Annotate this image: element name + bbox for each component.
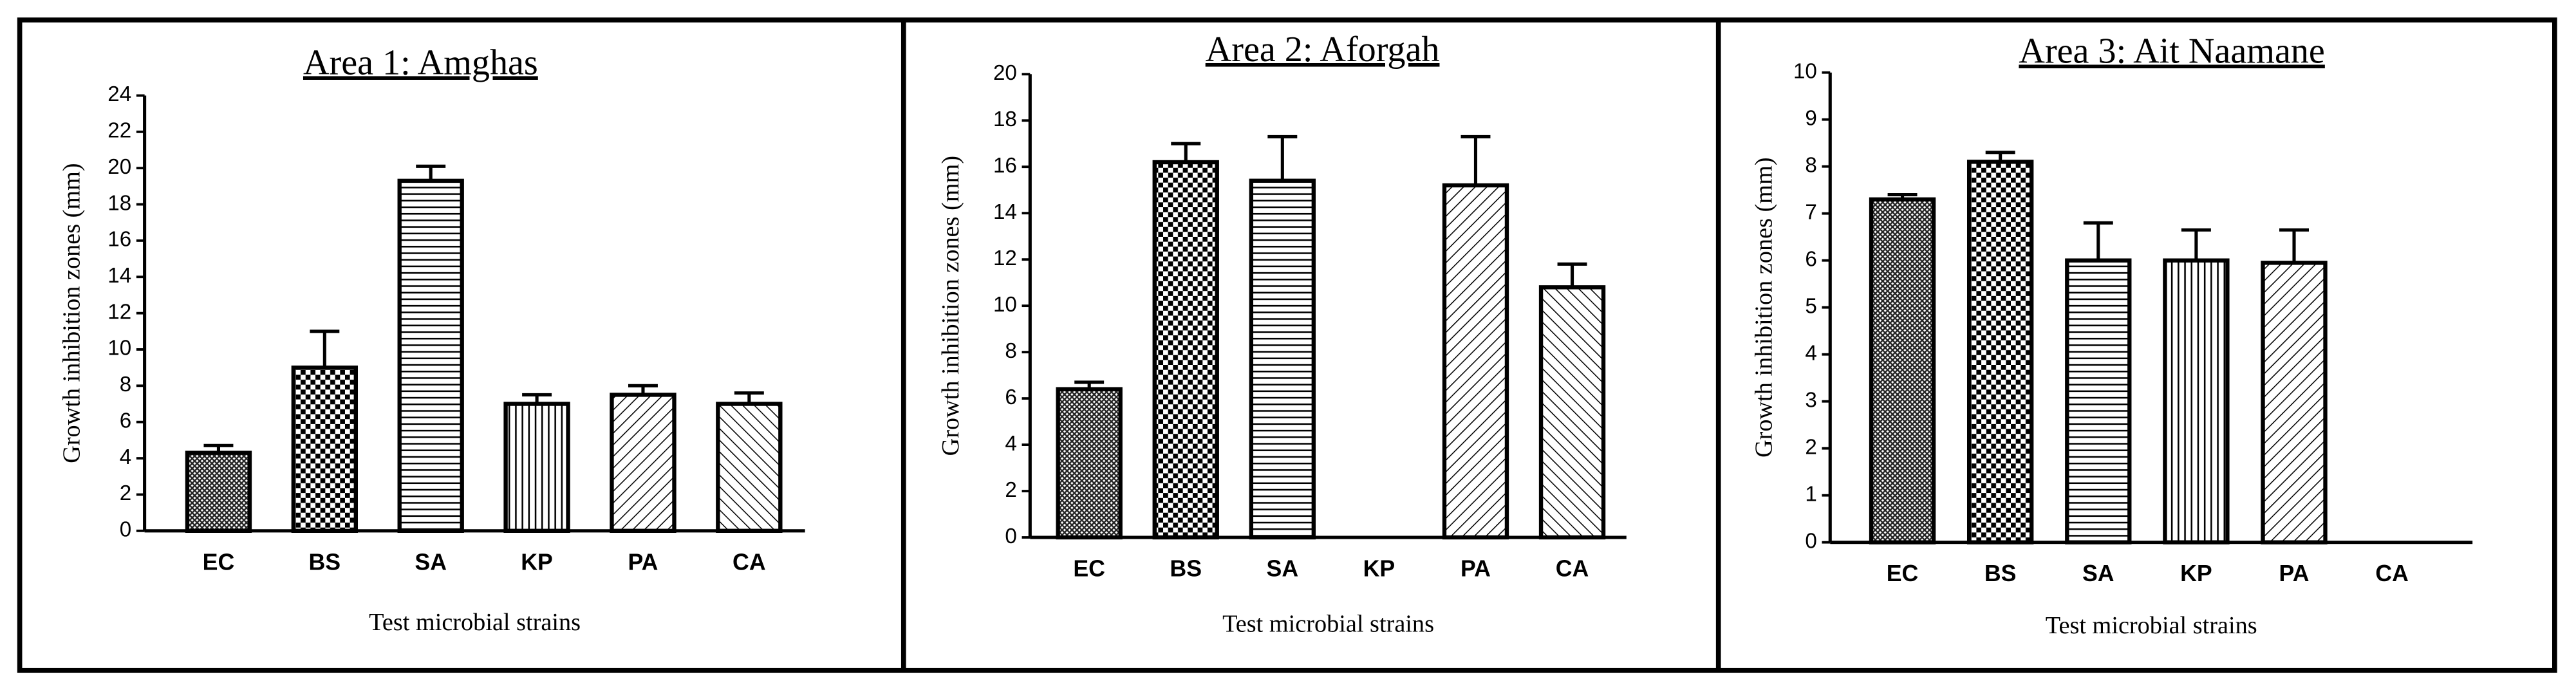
x-tick-label: KP: [521, 549, 553, 575]
y-tick-label: 6: [1805, 247, 1816, 271]
bar: [1966, 160, 2034, 544]
chart-title: Area 2: Aforgah: [1206, 30, 1440, 70]
y-tick-label: 18: [107, 191, 131, 215]
chart-title: Area 3: Ait Naamane: [2019, 32, 2324, 71]
y-tick-label: 20: [107, 155, 131, 179]
x-tick-label: CA: [733, 549, 766, 575]
bar: [610, 393, 677, 533]
y-axis-label: Growth inhibition zones (mm): [59, 163, 86, 463]
y-tick-label: 4: [1805, 341, 1816, 365]
y-tick-label: 22: [107, 119, 131, 143]
y-axis-label: Growth inhibition zones (mm): [937, 156, 964, 456]
y-tick-label: 8: [1805, 153, 1816, 177]
x-tick-label: SA: [2082, 561, 2114, 586]
bar: [185, 451, 252, 533]
y-tick-label: 3: [1805, 388, 1816, 412]
bar: [1152, 160, 1219, 540]
x-tick-label: EC: [1887, 561, 1919, 586]
y-tick-label: 6: [120, 409, 131, 432]
y-tick-label: 12: [107, 300, 131, 324]
x-tick-label: PA: [1461, 555, 1491, 581]
frame: [17, 17, 2557, 673]
bar: [503, 402, 570, 533]
bar: [397, 178, 464, 533]
y-tick-label: 20: [993, 61, 1017, 85]
y-tick-label: 2: [120, 481, 131, 505]
y-tick-label: 2: [1005, 478, 1016, 502]
y-tick-label: 0: [120, 518, 131, 542]
y-tick-label: 14: [993, 200, 1017, 224]
y-tick-label: 14: [107, 264, 131, 288]
chart-title: Area 1: Amghas: [303, 42, 538, 82]
x-tick-label: PA: [2279, 561, 2310, 586]
y-tick-label: 8: [1005, 339, 1016, 363]
bar: [716, 402, 783, 533]
y-tick-label: 0: [1805, 529, 1816, 553]
x-tick-label: PA: [628, 549, 658, 575]
y-tick-label: 5: [1805, 294, 1816, 318]
y-tick-label: 24: [107, 82, 131, 106]
x-tick-label: BS: [309, 549, 341, 575]
y-tick-label: 4: [120, 445, 131, 469]
bar: [2065, 258, 2132, 544]
x-axis-label: Test microbial strains: [1222, 611, 1434, 638]
y-tick-label: 8: [120, 373, 131, 396]
y-tick-label: 16: [993, 154, 1017, 178]
y-tick-label: 18: [993, 107, 1017, 131]
bar: [2261, 261, 2328, 544]
bar: [291, 365, 359, 533]
x-tick-label: KP: [2180, 561, 2212, 586]
y-tick-label: 12: [993, 246, 1017, 270]
y-tick-label: 2: [1805, 435, 1816, 459]
bar: [1056, 387, 1123, 540]
y-tick-label: 9: [1805, 106, 1816, 130]
x-tick-label: EC: [1073, 555, 1105, 581]
bar: [1869, 197, 1936, 544]
y-axis-label: Growth inhibition zones (mm): [1750, 157, 1777, 458]
x-tick-label: CA: [1556, 555, 1589, 581]
y-tick-label: 0: [1005, 525, 1016, 548]
bar: [1538, 285, 1606, 540]
bar: [2163, 258, 2230, 544]
x-tick-label: BS: [1984, 561, 2017, 586]
x-tick-label: KP: [1363, 555, 1395, 581]
bar: [1442, 183, 1509, 540]
x-axis-label: Test microbial strains: [369, 609, 581, 636]
y-tick-label: 10: [1793, 59, 1817, 83]
x-tick-label: CA: [2375, 561, 2409, 586]
y-tick-label: 6: [1005, 386, 1016, 409]
y-tick-label: 16: [107, 228, 131, 252]
x-tick-label: BS: [1170, 555, 1202, 581]
x-tick-label: SA: [415, 549, 447, 575]
x-tick-label: EC: [203, 549, 235, 575]
x-tick-label: SA: [1267, 555, 1299, 581]
y-tick-label: 10: [107, 337, 131, 360]
x-axis-label: Test microbial strains: [2046, 612, 2257, 639]
y-tick-label: 4: [1005, 432, 1016, 456]
y-tick-label: 1: [1805, 482, 1816, 506]
y-tick-label: 10: [993, 293, 1017, 317]
bar: [1249, 178, 1316, 540]
y-tick-label: 7: [1805, 200, 1816, 224]
